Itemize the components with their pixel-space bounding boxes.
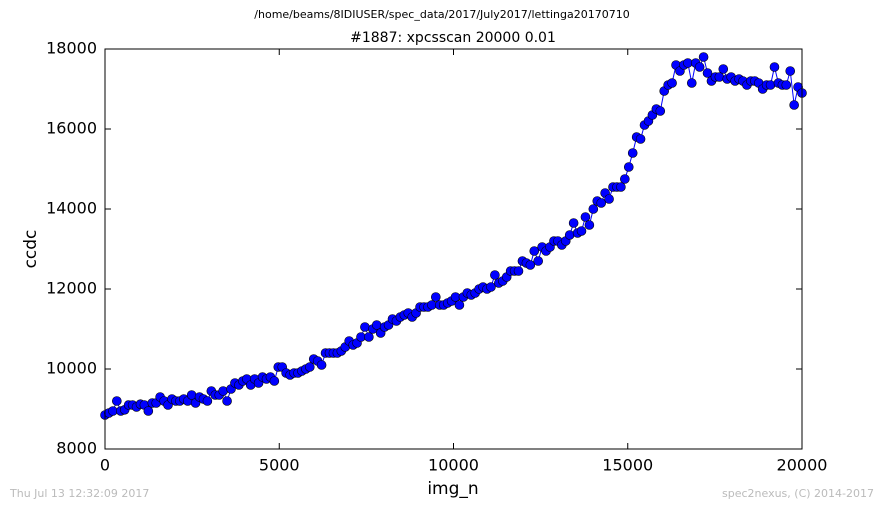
x-axis-label: img_n [427,479,478,499]
data-point [785,66,796,76]
y-tick-label: 8000 [56,439,97,458]
data-point [360,322,370,332]
data-point [667,78,677,88]
data-point [222,396,232,406]
data-point [564,230,575,240]
y-tick-label: 10000 [46,359,97,378]
data-point [143,406,154,416]
y-tick-label: 18000 [46,39,97,58]
footer-left: Thu Jul 13 12:32:09 2017 [9,487,149,500]
chart-title: #1887: xpcsscan 20000 0.01 [350,30,556,46]
chart-suptitle: /home/beams/8IDIUSER/spec_data/2017/July… [254,8,629,21]
data-point [316,360,327,370]
data-point [580,212,591,222]
x-tick-label: 10000 [428,456,479,475]
data-point [568,218,579,228]
data-point [686,78,697,88]
data-point [576,226,587,236]
data-point [635,134,646,144]
data-point [765,80,776,90]
data-point [364,332,374,342]
data-point [623,162,634,172]
data-point [718,64,729,74]
data-point [269,376,280,386]
data-point [584,220,595,230]
x-tick-label: 20000 [777,456,828,475]
data-point [655,106,666,116]
data-point [789,100,799,110]
data-point [202,396,213,406]
y-tick-label: 16000 [46,119,97,138]
y-axis-label: ccdc [21,230,41,269]
x-tick-label: 15000 [602,456,653,475]
y-tick-label: 12000 [46,279,97,298]
data-point [694,62,705,72]
footer-right: spec2nexus, (C) 2014-2017 [722,487,874,500]
data-point [714,72,725,82]
y-tick-label: 14000 [46,199,97,218]
data-point [529,246,540,256]
data-point [616,182,626,192]
data-point [218,386,228,396]
data-point [486,282,496,292]
data-point [620,174,630,184]
data-point [588,204,599,214]
data-point [604,194,614,204]
data-point [769,62,780,72]
data-point [627,148,638,158]
data-point [430,292,441,302]
data-point [513,266,524,276]
plot-frame [104,48,803,450]
data-point [371,320,382,330]
data-point [525,260,536,270]
data-point [454,300,465,310]
data-point [186,390,197,400]
data-point [596,198,606,208]
data-point [304,362,315,372]
x-tick-label: 0 [100,456,110,475]
data-point [533,256,543,266]
x-tick-label: 5000 [259,456,300,475]
data-point [112,396,122,406]
data-point [698,52,709,62]
data-point [490,270,500,280]
data-point [781,80,792,90]
data-point [702,68,713,78]
